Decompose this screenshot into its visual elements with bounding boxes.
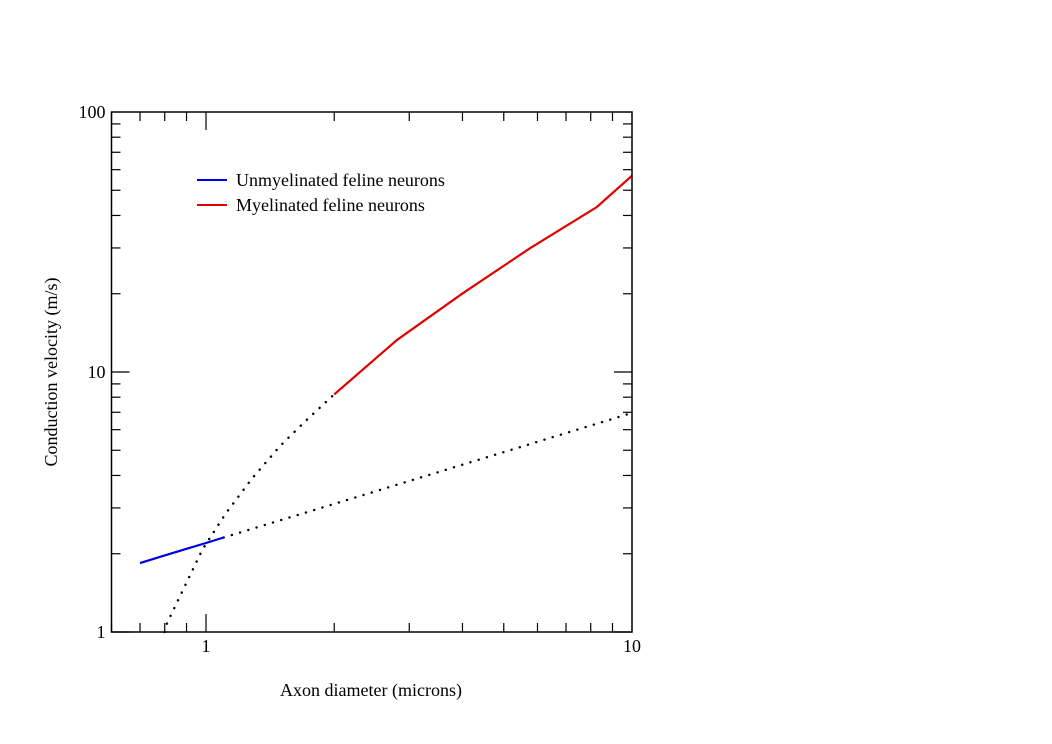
series-myelinated-extrapolation: [163, 393, 336, 634]
x-tick-label: 1: [202, 636, 211, 656]
series-unmyelinated-extrapolation: [222, 411, 634, 539]
y-tick-label: 1: [97, 622, 106, 642]
x-axis-label: Axon diameter (microns): [280, 680, 462, 701]
legend-label-myelinated: Myelinated feline neurons: [236, 195, 425, 215]
series-unmyelinated-line: [139, 536, 224, 565]
series-lines: [139, 174, 634, 634]
legend-label-unmyelinated: Unmyelinated feline neurons: [236, 170, 445, 190]
axis-ticks: [110, 112, 632, 633]
legend: Unmyelinated feline neurons Myelinated f…: [197, 170, 445, 215]
x-tick-label: 10: [623, 636, 641, 656]
series-myelinated-line: [333, 174, 633, 396]
y-tick-label: 10: [88, 362, 106, 382]
y-axis-label: Conduction velocity (m/s): [41, 278, 62, 467]
y-tick-label: 100: [79, 102, 106, 122]
tick-labels: 1 10 1 10 100: [79, 102, 642, 656]
plot-frame: [110, 111, 633, 633]
